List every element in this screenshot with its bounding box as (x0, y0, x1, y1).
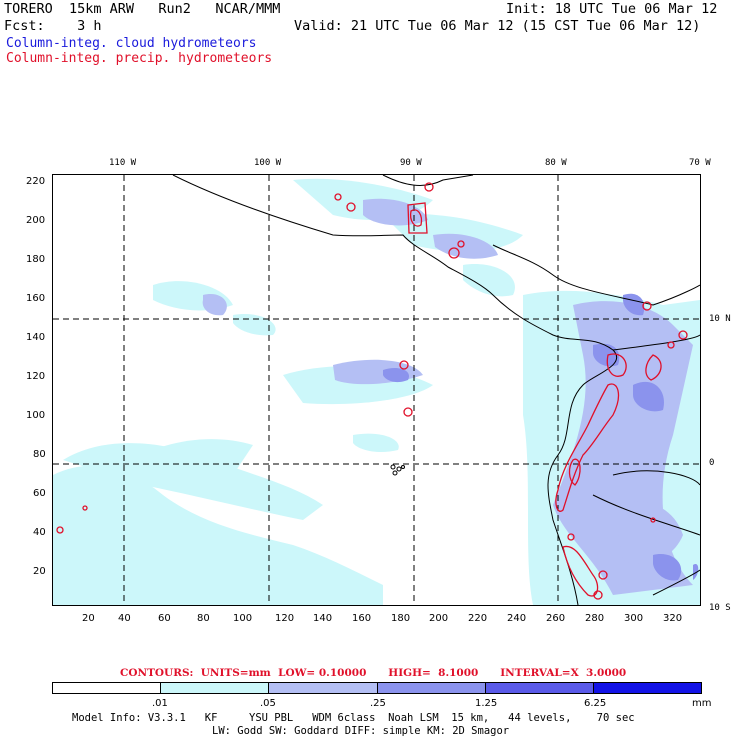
colorbar-unit: mm (692, 698, 712, 709)
y-tick: 140 (26, 332, 46, 343)
colorbar-swatch (377, 683, 486, 693)
cloud-dark-areas (383, 293, 699, 581)
colorbar-swatch (269, 683, 378, 693)
x-tick: 300 (624, 613, 644, 624)
valid-time: Valid: 21 UTC Tue 06 Mar 12 (15 CST Tue … (294, 18, 701, 34)
precip-contours (56, 182, 688, 600)
colorbar-swatch (161, 683, 270, 693)
y-tick: 160 (26, 293, 46, 304)
y-tick: 80 (33, 449, 46, 460)
x-tick: 240 (507, 613, 527, 624)
colorbar-label: .05 (260, 698, 276, 709)
coastlines (172, 174, 701, 606)
colorbar-label: .25 (370, 698, 386, 709)
x-tick: 160 (352, 613, 372, 624)
x-tick: 40 (118, 613, 131, 624)
legend-precip-label: Column-integ. precip. hydrometeors (6, 51, 273, 66)
contour-info: CONTOURS: UNITS=mm LOW= 0.10000 HIGH= 8.… (120, 667, 627, 679)
model-title: TORERO 15km ARW Run2 NCAR/MMM (4, 1, 281, 17)
lat-lon-grid (53, 175, 700, 605)
x-tick: 220 (468, 613, 488, 624)
y-tick: 180 (26, 254, 46, 265)
x-tick: 260 (546, 613, 566, 624)
y-tick: 120 (26, 371, 46, 382)
x-tick: 200 (429, 613, 449, 624)
y-tick: 100 (26, 410, 46, 421)
y-tick: 200 (26, 215, 46, 226)
colorbar-swatch (485, 683, 594, 693)
map-panel (52, 174, 701, 606)
x-tick: 20 (82, 613, 95, 624)
galapagos-islands (390, 464, 405, 476)
forecast-hour: Fcst: 3 h (4, 18, 102, 34)
physics-info: LW: Godd SW: Goddard DIFF: simple KM: 2D… (212, 725, 510, 737)
y-tick: 40 (33, 527, 46, 538)
x-tick: 140 (313, 613, 333, 624)
y-tick: 220 (26, 176, 46, 187)
x-tick: 80 (197, 613, 210, 624)
init-time: Init: 18 UTC Tue 06 Mar 12 (506, 1, 718, 17)
x-tick: 180 (391, 613, 411, 624)
lat-label-10n: 10 N (709, 314, 731, 324)
lon-label-100w: 100 W (254, 158, 282, 168)
lat-label-0: 0 (709, 458, 715, 468)
x-tick: 120 (275, 613, 295, 624)
lon-label-80w: 80 W (545, 158, 567, 168)
colorbar-label: 6.25 (584, 698, 607, 709)
y-tick: 60 (33, 488, 46, 499)
lat-label-10s: 10 S (709, 603, 731, 613)
map-canvas (53, 174, 701, 606)
colorbar (52, 682, 702, 694)
cloud-mid-areas (202, 198, 693, 595)
x-tick: 320 (663, 613, 683, 624)
x-tick: 100 (233, 613, 253, 624)
lon-label-90w: 90 W (400, 158, 422, 168)
x-tick: 60 (158, 613, 171, 624)
y-tick: 20 (33, 566, 46, 577)
colorbar-label: .01 (152, 698, 168, 709)
model-info: Model Info: V3.3.1 KF YSU PBL WDM 6class… (72, 712, 635, 724)
colorbar-swatch (53, 683, 162, 693)
x-tick: 280 (585, 613, 605, 624)
legend-cloud-label: Column-integ. cloud hydrometeors (6, 36, 257, 51)
lon-label-70w: 70 W (689, 158, 711, 168)
colorbar-label: 1.25 (475, 698, 498, 709)
lon-label-110w: 110 W (109, 158, 137, 168)
colorbar-swatch (593, 683, 702, 693)
